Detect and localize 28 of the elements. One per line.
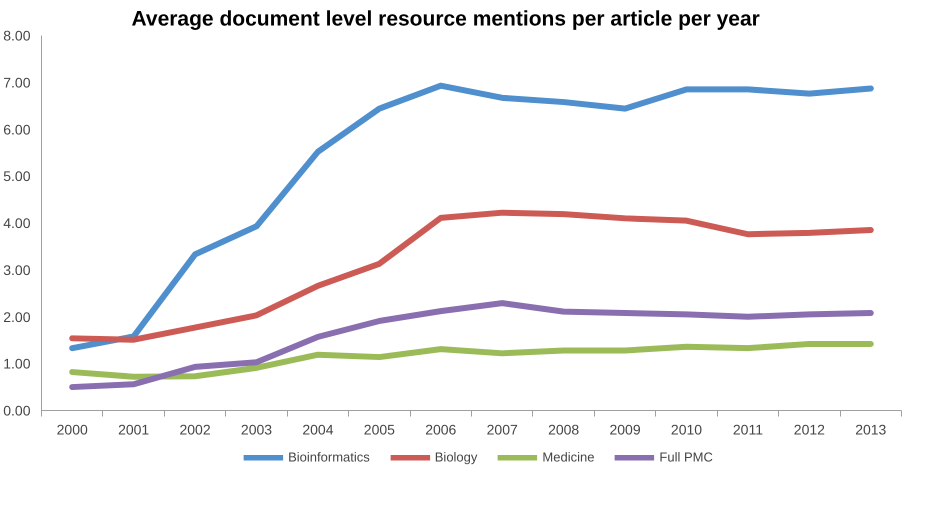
y-tick-label: 6.00 — [3, 121, 31, 138]
x-tick-label: 2001 — [118, 422, 150, 438]
y-tick-label: 0.00 — [3, 402, 31, 418]
legend-label: Medicine — [542, 450, 594, 464]
x-tick-label: 2013 — [855, 422, 887, 438]
x-tick-label: 2005 — [364, 422, 396, 438]
chart-title: Average document level resource mentions per article per year — [132, 8, 760, 30]
legend-label: Biology — [434, 450, 478, 464]
y-tick-label: 3.00 — [3, 262, 31, 278]
y-tick-label: 7.00 — [3, 74, 31, 90]
y-tick-label: 4.00 — [3, 215, 31, 231]
y-tick-label: 5.00 — [3, 168, 31, 184]
x-tick-label: 2009 — [610, 422, 641, 438]
y-tick-label: 1.00 — [3, 356, 31, 372]
x-tick-label: 2012 — [794, 422, 826, 438]
x-tick-label: 2000 — [56, 422, 88, 438]
y-tick-label: 2.00 — [3, 308, 31, 325]
y-tick-label: 8.00 — [3, 28, 31, 44]
x-tick-label: 2008 — [548, 422, 580, 438]
legend-label: Bioinformatics — [288, 450, 370, 464]
x-tick-label: 2007 — [486, 422, 518, 438]
x-tick-label: 2011 — [732, 422, 764, 438]
x-tick-label: 2003 — [240, 422, 272, 438]
x-tick-label: 2010 — [670, 422, 702, 438]
x-tick-label: 2004 — [302, 422, 334, 438]
x-tick-label: 2002 — [180, 422, 211, 438]
legend-label: Full PMC — [659, 450, 713, 464]
x-tick-label: 2006 — [425, 422, 457, 438]
